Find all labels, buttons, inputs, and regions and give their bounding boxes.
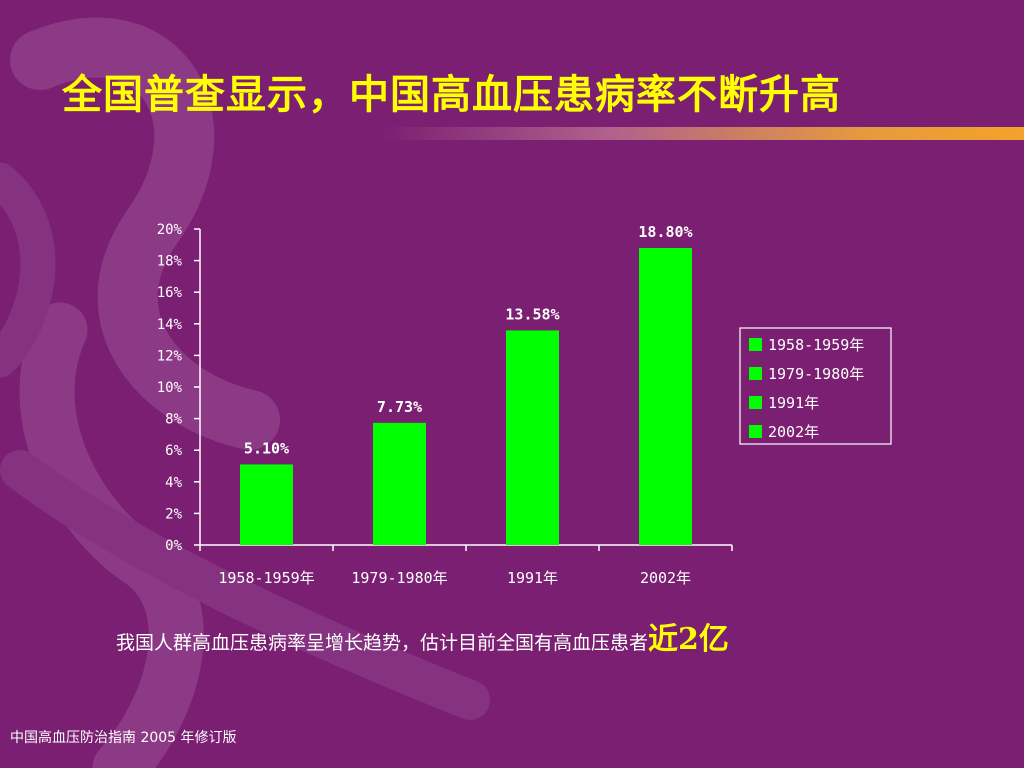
y-tick-label: 12% bbox=[157, 348, 183, 364]
data-label: 13.58% bbox=[505, 305, 559, 323]
x-axis: 1958-1959年 1979-1980年 1991年 2002年 bbox=[199, 544, 733, 587]
bars: 5.10% 7.73% 13.58% 18.80% bbox=[240, 223, 693, 545]
y-tick-label: 10% bbox=[157, 380, 183, 396]
slide-title: 全国普查显示，中国高血压患病率不断升高 bbox=[62, 72, 841, 118]
x-tick-label: 1958-1959年 bbox=[218, 569, 314, 587]
legend-label: 1979-1980年 bbox=[768, 365, 864, 383]
x-tick-label: 2002年 bbox=[640, 569, 691, 587]
y-axis: 0% 2% 4% 6% 8% 10% 12% 14% 16% 18% 20% bbox=[157, 222, 201, 554]
y-tick-label: 6% bbox=[165, 443, 182, 459]
legend-box bbox=[739, 327, 892, 445]
bar bbox=[506, 330, 559, 545]
y-tick-label: 14% bbox=[157, 317, 183, 333]
source-citation: 中国高血压防治指南 2005 年修订版 bbox=[10, 730, 237, 746]
legend-swatch bbox=[749, 425, 762, 438]
legend-label: 1991年 bbox=[768, 394, 819, 412]
legend-swatch bbox=[749, 338, 762, 351]
data-label: 5.10% bbox=[244, 439, 289, 457]
footnote-highlight: 近2亿 bbox=[648, 622, 729, 657]
y-tick-label: 8% bbox=[165, 412, 182, 428]
y-tick-label: 16% bbox=[157, 285, 183, 301]
y-tick-label: 0% bbox=[165, 538, 182, 554]
bar bbox=[240, 464, 293, 545]
legend: 1958-1959年 1979-1980年 1991年 2002年 bbox=[739, 327, 892, 445]
bar bbox=[373, 422, 426, 545]
footnote-text: 我国人群高血压患病率呈增长趋势，估计目前全国有高血压患者 bbox=[116, 632, 649, 654]
y-tick-label: 18% bbox=[157, 254, 183, 270]
y-tick-label: 20% bbox=[157, 222, 183, 238]
x-tick-label: 1979-1980年 bbox=[351, 569, 447, 587]
legend-swatch bbox=[749, 396, 762, 409]
legend-label: 2002年 bbox=[768, 423, 819, 441]
footnote: 我国人群高血压患病率呈增长趋势，估计目前全国有高血压患者近2亿 bbox=[116, 614, 729, 658]
data-label: 7.73% bbox=[377, 398, 422, 416]
x-tick-label: 1991年 bbox=[507, 569, 558, 587]
title-gradient-bar bbox=[380, 127, 1024, 140]
bar bbox=[639, 247, 692, 545]
legend-label: 1958-1959年 bbox=[768, 336, 864, 354]
y-tick-label: 2% bbox=[165, 506, 182, 522]
legend-swatch bbox=[749, 367, 762, 380]
data-label: 18.80% bbox=[638, 223, 692, 241]
y-tick-label: 4% bbox=[165, 475, 182, 491]
